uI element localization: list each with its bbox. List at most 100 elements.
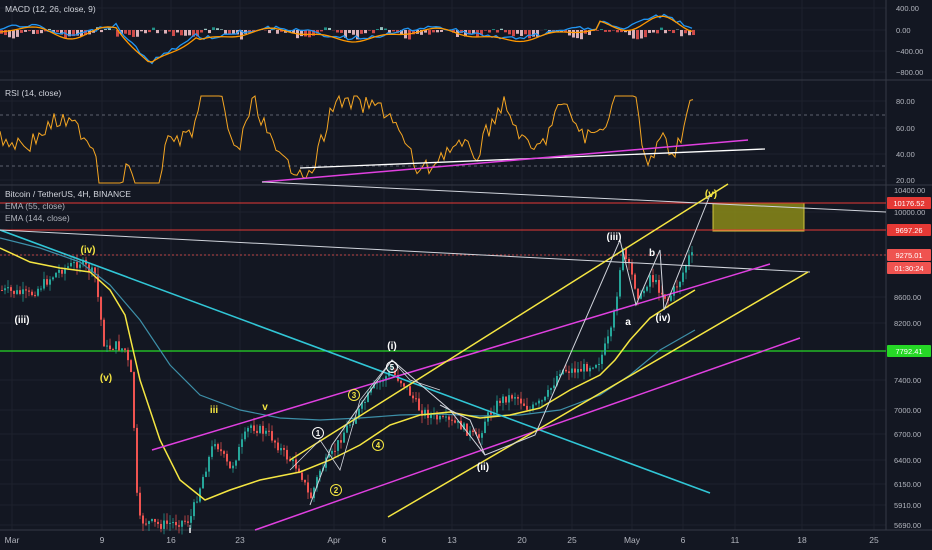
magenta-channel-lower: [254, 337, 801, 531]
time-axis: Mar 9 16 23 Apr 6 13 20 25 May 6 11 18 25: [5, 535, 879, 545]
candle: [490, 407, 492, 421]
price-tick: 8200.00: [894, 319, 921, 328]
candle: [64, 264, 66, 281]
candle: [37, 286, 39, 297]
macd-hist-bar: [408, 30, 411, 40]
candle: [241, 433, 243, 454]
macd-hist-bar: [372, 30, 375, 34]
macd-hist-bar: [176, 30, 179, 33]
candle: [346, 420, 348, 434]
macd-hist-bar: [280, 30, 283, 32]
rsi-support-magenta: [261, 139, 749, 183]
macd-hist-bar: [76, 30, 79, 36]
candle: [481, 430, 483, 445]
macd-hist-bar: [604, 30, 607, 32]
macd-hist-bar: [48, 28, 51, 30]
macd-hist-bar: [504, 30, 507, 33]
macd-hist-bar: [564, 30, 567, 33]
macd-hist-bar: [580, 30, 583, 40]
macd-hist-bar: [624, 30, 627, 33]
ema55-legend[interactable]: EMA (55, close): [5, 201, 65, 211]
macd-hist-bar: [628, 30, 631, 36]
macd-hist-bar: [464, 30, 467, 37]
macd-hist-bar: [632, 30, 635, 39]
macd-hist-bar: [4, 30, 7, 36]
candle: [7, 280, 9, 293]
macd-hist-bar: [224, 30, 227, 35]
macd-hist-bar: [524, 30, 527, 35]
candle: [235, 459, 237, 469]
macd-hist-bar: [612, 30, 615, 31]
candle: [16, 284, 18, 296]
candle: [451, 413, 453, 426]
time-tick: 16: [166, 535, 176, 545]
candle: [691, 245, 693, 263]
macd-hist-bar: [468, 30, 471, 35]
white-descending-line-upper: [261, 181, 887, 213]
price-tick: 5690.00: [894, 521, 921, 530]
candle: [619, 267, 621, 299]
macd-hist-bar: [392, 30, 395, 32]
candle: [49, 276, 51, 291]
macd-hist-bar: [204, 28, 207, 30]
candle: [145, 518, 147, 527]
macd-hist-bar: [132, 30, 135, 37]
cyan-downtrend-line: [0, 229, 711, 494]
candle: [676, 280, 678, 293]
macd-hist-bar: [576, 30, 579, 39]
macd-hist-bar: [356, 30, 359, 40]
candle: [385, 374, 387, 387]
candle: [658, 274, 660, 301]
macd-hist-bar: [180, 30, 183, 36]
price-tick: 6150.00: [894, 480, 921, 489]
wave-label: 3: [352, 391, 357, 400]
candle: [307, 474, 309, 499]
macd-hist-bar: [432, 30, 435, 33]
macd-hist-bar: [400, 30, 403, 35]
macd-hist-bar: [636, 30, 639, 40]
candle: [646, 285, 648, 293]
price-tag: 10176.52: [887, 197, 931, 209]
candle: [223, 449, 225, 458]
wave-label: iii: [210, 405, 219, 416]
candle: [457, 420, 459, 429]
rsi-tick: 20.00: [896, 176, 915, 185]
macd-hist-bar: [92, 30, 95, 33]
macd-hist-bar: [8, 30, 11, 38]
candle: [670, 293, 672, 303]
macd-hist-bar: [320, 30, 323, 32]
wave-label-ring: [312, 427, 324, 439]
macd-hist-bar: [572, 30, 575, 38]
macd-hist-bar: [124, 30, 127, 34]
price-tick: 6700.00: [894, 430, 921, 439]
wave-label: (v): [705, 189, 717, 200]
candle: [244, 427, 246, 442]
wave-label-ring: [348, 389, 360, 401]
candle: [157, 518, 159, 529]
candle: [256, 424, 258, 437]
candle: [229, 461, 231, 469]
macd-hist-bar: [640, 30, 643, 39]
candle: [190, 509, 192, 529]
candle: [415, 392, 417, 402]
candle: [268, 423, 270, 437]
candle: [580, 361, 582, 372]
price-tick: 10000.00: [894, 208, 925, 217]
candle: [598, 357, 600, 372]
candle: [577, 361, 579, 379]
candle: [334, 443, 336, 458]
price-tick: 10400.00: [894, 186, 925, 195]
candle: [625, 246, 627, 264]
yellow-channel-upper: [289, 183, 729, 461]
macd-hist-bar: [24, 30, 27, 32]
symbol-title[interactable]: Bitcoin / TetherUS, 4H, BINANCE: [5, 189, 131, 199]
candle: [250, 423, 252, 433]
price-panel: (iii) (iv) (v) iii v i (i) (ii) (iii) (iv) (v) a b 1 2…: [0, 181, 887, 536]
macd-hist-bar: [692, 30, 695, 35]
ema144-legend[interactable]: EMA (144, close): [5, 213, 70, 223]
macd-hist-bar: [608, 30, 611, 32]
candle: [82, 257, 84, 268]
price-tag-value: 9275.01: [895, 251, 922, 260]
wave-label: a: [625, 317, 631, 328]
candle: [31, 289, 33, 297]
